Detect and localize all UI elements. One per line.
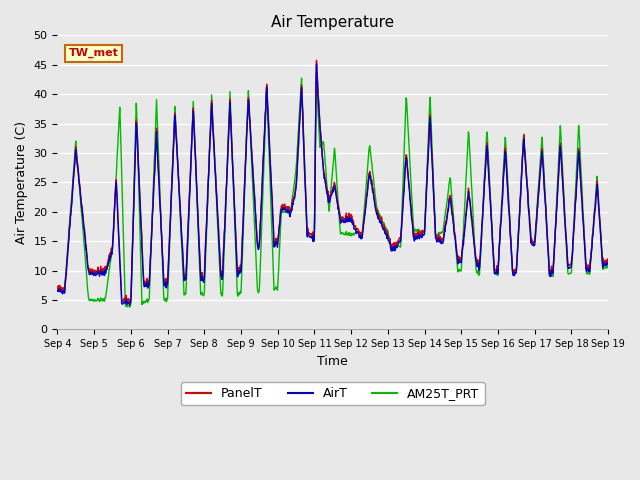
Title: Air Temperature: Air Temperature bbox=[271, 15, 394, 30]
Legend: PanelT, AirT, AM25T_PRT: PanelT, AirT, AM25T_PRT bbox=[181, 383, 484, 406]
Y-axis label: Air Temperature (C): Air Temperature (C) bbox=[15, 121, 28, 244]
X-axis label: Time: Time bbox=[317, 355, 348, 368]
Text: TW_met: TW_met bbox=[68, 48, 118, 58]
